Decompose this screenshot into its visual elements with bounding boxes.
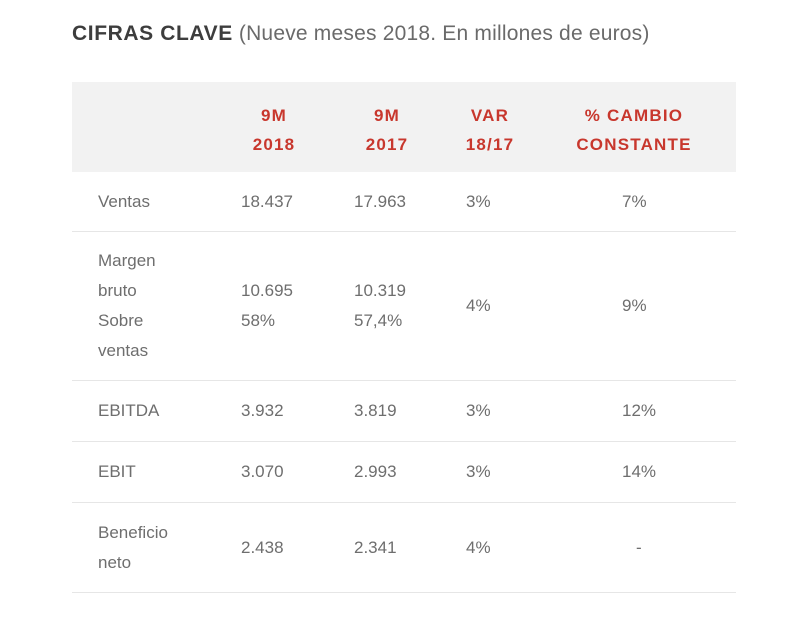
table-row-beneficio-neto: Beneficio neto 2.438 2.341 4% - [72,503,736,593]
row-var: 3% [466,401,491,420]
row-value-2017-line: 2.341 [354,537,397,557]
row-value-2017: 3.819 [354,396,397,426]
table-header: 9M 2018 9M 2017 VAR 18/17 % CAMBIO CONST… [72,82,736,172]
row-change: 14% [622,462,657,481]
header-var: VAR 18/17 [455,101,525,159]
page-title: CIFRAS CLAVE (Nueve meses 2018. En millo… [72,22,650,46]
table-row-ventas: Ventas 18.437 17.963 3% 7% [72,172,736,232]
row-label-line: Sobre [98,311,144,330]
row-value-2018: 2.438 [241,533,284,563]
row-label-line: bruto [98,281,137,300]
row-value-2017-line: 3.819 [354,401,397,420]
row-value-2017-line: 2.993 [354,462,397,481]
row-label-line: EBITDA [98,401,160,420]
row-value-2018-line: 10.695 [241,281,293,300]
header-9m-2018-line1: 9M [260,106,288,125]
row-change: - [636,537,642,557]
row-value-2018-line: 3.932 [241,401,284,420]
table-row-ebit: EBIT 3.070 2.993 3% 14% [72,442,736,503]
row-value-2017: 2.341 [354,533,397,563]
row-label-line: ventas [98,341,149,360]
row-value-2017-line: 57,4% [354,311,403,330]
row-value-2017: 2.993 [354,457,397,487]
key-figures-table: 9M 2018 9M 2017 VAR 18/17 % CAMBIO CONST… [72,82,736,593]
header-var-line2: 18/17 [465,135,515,154]
row-label: Margen bruto Sobre ventas [98,246,156,366]
row-value-2017-line: 17.963 [354,191,406,211]
row-change: 12% [622,401,657,420]
row-value-2018: 18.437 [241,187,293,217]
title-subtitle: (Nueve meses 2018. En millones de euros) [238,22,650,45]
header-9m-2017-line1: 9M [373,106,401,125]
row-var: 4% [466,296,491,315]
row-value-2018-line: 58% [241,311,276,330]
row-value-2018-line: 3.070 [241,462,284,481]
row-value-2018-line: 2.438 [241,537,284,557]
row-var: 3% [466,462,491,481]
header-9m-2017: 9M 2017 [354,101,420,159]
row-label-line: Margen [98,251,156,270]
row-var: 3% [466,191,491,211]
row-value-2018: 3.932 [241,396,284,426]
row-change: 7% [622,191,647,211]
row-var: 4% [466,537,491,557]
title-strong: CIFRAS CLAVE [72,22,233,45]
row-label-line: neto [98,552,132,572]
row-change: 9% [622,296,647,315]
header-9m-2018: 9M 2018 [241,101,307,159]
row-label: EBIT [98,457,136,487]
header-change-line1: % CAMBIO [584,106,684,125]
row-label-line: Ventas [98,191,150,211]
header-change-constant: % CAMBIO CONSTANTE [560,101,708,159]
row-value-2018: 10.695 58% [241,276,293,336]
table-row-margen-bruto: Margen bruto Sobre ventas 10.695 58% 10.… [72,232,736,381]
table-row-ebitda: EBITDA 3.932 3.819 3% 12% [72,381,736,442]
row-label: Beneficio neto [98,518,168,578]
header-9m-2018-line2: 2018 [252,135,296,154]
row-label-line: Beneficio [98,522,168,542]
row-value-2017-line: 10.319 [354,281,406,300]
row-value-2017: 17.963 [354,187,406,217]
header-change-line2: CONSTANTE [576,135,692,154]
row-value-2017: 10.319 57,4% [354,276,406,336]
row-value-2018: 3.070 [241,457,284,487]
header-var-line1: VAR [470,106,510,125]
row-label: Ventas [98,187,150,217]
row-label-line: EBIT [98,462,136,481]
row-label: EBITDA [98,396,159,426]
header-9m-2017-line2: 2017 [365,135,409,154]
row-value-2018-line: 18.437 [241,191,293,211]
